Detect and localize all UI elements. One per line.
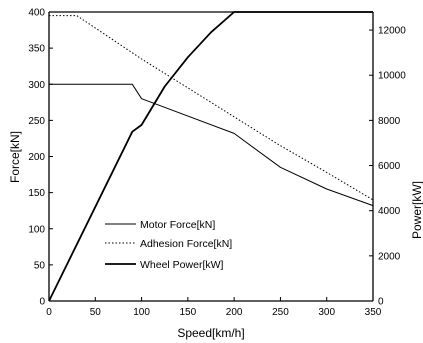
x-tick-label: 100 <box>133 307 150 318</box>
x-tick-label: 300 <box>318 307 335 318</box>
ticks-layer: 0 50 100 150 200 250 300 3500501001502002503003… <box>28 8 406 319</box>
series-line-0 <box>49 83 374 207</box>
left-y-tick-label: 150 <box>28 188 45 199</box>
series-line-1 <box>49 15 374 201</box>
legend-label-motor-force: Motor Force[kN] <box>140 219 215 231</box>
left-y-tick-label: 100 <box>28 224 45 235</box>
right-y-tick-label: 2000 <box>378 251 401 262</box>
legend-label-wheel-power: Wheel Power[kW] <box>140 259 224 271</box>
left-y-tick-label: 200 <box>28 152 45 163</box>
right-y-tick-label: 8000 <box>378 116 401 127</box>
x-tick-label: 50 <box>90 307 102 318</box>
series-layer <box>48 11 374 302</box>
x-axis-title: Speed[km/h] <box>177 326 244 340</box>
right-y-tick-label: 6000 <box>378 161 401 172</box>
legend: Motor Force[kN] Adhesion Force[kN] Wheel… <box>105 219 232 271</box>
left-y-tick-label: 400 <box>28 8 45 19</box>
right-y-axis-title: Power[kW] <box>410 181 423 239</box>
series-line-2 <box>48 11 373 302</box>
left-y-tick-label: 50 <box>34 260 46 271</box>
right-y-tick-label: 0 <box>378 297 384 308</box>
x-tick-label: 350 <box>365 307 382 318</box>
right-y-tick-label: 10000 <box>378 71 406 82</box>
x-tick-label: 0 <box>46 307 52 318</box>
left-y-tick-label: 250 <box>28 116 45 127</box>
left-y-tick-label: 0 <box>39 297 45 308</box>
right-y-tick-label: 4000 <box>378 206 401 217</box>
left-y-tick-label: 300 <box>28 80 45 91</box>
x-tick-label: 250 <box>272 307 289 318</box>
legend-label-adhesion-force: Adhesion Force[kN] <box>140 238 232 250</box>
left-y-tick-label: 350 <box>28 44 45 55</box>
x-tick-label: 200 <box>226 307 243 318</box>
x-tick-label: 150 <box>180 307 197 318</box>
right-y-tick-label: 12000 <box>378 26 406 37</box>
left-y-axis-title: Force[kN] <box>8 131 22 183</box>
